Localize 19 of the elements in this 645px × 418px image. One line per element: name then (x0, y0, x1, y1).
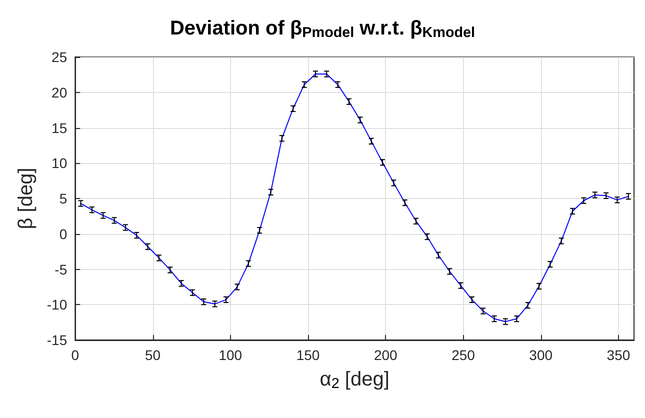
line-series (80, 73, 629, 322)
x-tick-label: 200 (374, 347, 398, 363)
x-tick-label: 250 (452, 347, 476, 363)
y-tick-label: 25 (52, 49, 68, 65)
x-tick-label: 350 (606, 347, 630, 363)
y-tick-label: -10 (46, 296, 68, 313)
y-tick-label: 15 (52, 120, 68, 136)
y-tick-label: 10 (52, 155, 68, 172)
y-axis-title: β [deg] (15, 168, 37, 230)
x-tick-label: 150 (296, 347, 320, 363)
x-tick-label: 0 (71, 347, 80, 363)
x-tick-label: 50 (144, 347, 161, 363)
y-tick-label: -15 (46, 332, 68, 348)
y-tick-label: 5 (59, 190, 68, 206)
y-tick-label: -5 (54, 261, 68, 278)
y-tick-label: 20 (52, 84, 68, 100)
y-tick-label: 0 (59, 226, 68, 242)
x-tick-label: 300 (529, 347, 553, 363)
x-tick-label: 100 (218, 347, 242, 363)
